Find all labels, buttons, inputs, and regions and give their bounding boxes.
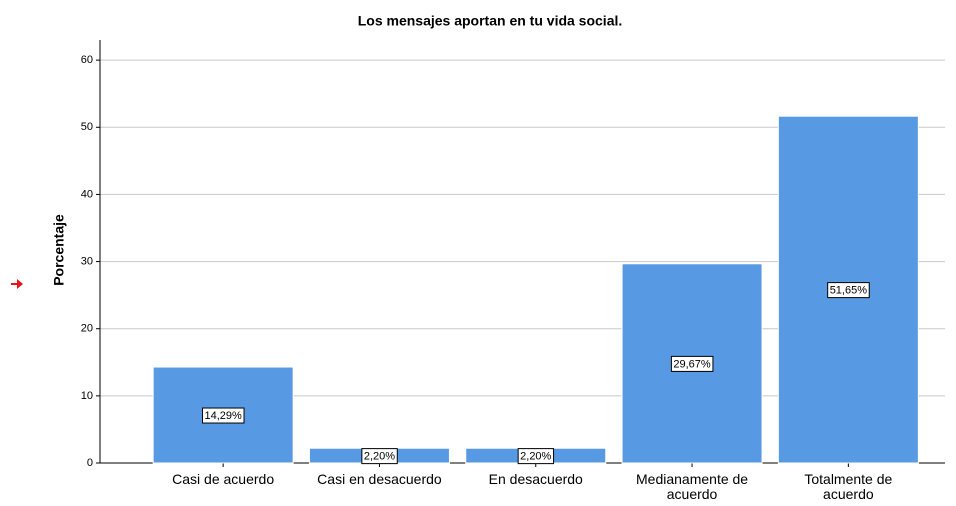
x-tick-label: En desacuerdo <box>488 471 583 487</box>
value-label-box <box>361 448 398 465</box>
value-label-box <box>201 407 245 424</box>
x-tick-label: Casi de acuerdo <box>172 471 275 487</box>
value-label-box <box>670 355 714 372</box>
value-label: 2,20% <box>520 451 551 463</box>
x-tick-label: Medianamente de acuerdo <box>636 471 749 502</box>
value-label-box <box>827 282 870 299</box>
y-axis-label: Porcentaje <box>51 214 67 286</box>
value-label: 14,29% <box>204 410 242 422</box>
x-tick-label: Casi en desacuerdo <box>317 471 442 487</box>
arrow-icon <box>11 279 23 289</box>
y-tick-label: 20 <box>81 323 93 335</box>
value-label-box <box>517 448 555 465</box>
value-label: 29,67% <box>673 358 711 370</box>
y-tick-label: 60 <box>81 54 93 66</box>
y-tick-label: 30 <box>81 255 93 267</box>
value-label: 2,20% <box>364 451 395 463</box>
chart-title: Los mensajes aportan en tu vida social. <box>358 13 623 29</box>
y-tick-label: 10 <box>81 390 93 402</box>
value-label: 51,65% <box>830 285 868 297</box>
y-tick-label: 0 <box>87 457 93 469</box>
x-tick-label: Totalmente de acuerdo <box>804 471 893 502</box>
y-tick-label: 40 <box>81 188 93 200</box>
y-tick-label: 50 <box>81 121 93 133</box>
